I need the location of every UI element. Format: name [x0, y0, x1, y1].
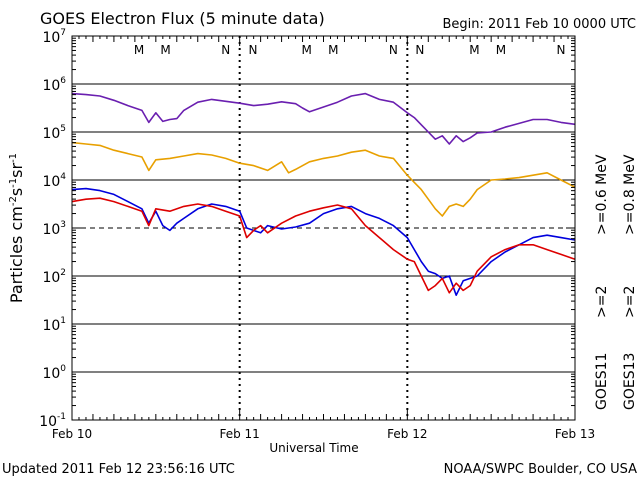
event-marker: M	[134, 43, 144, 57]
legend-goes13: GOES13	[622, 353, 638, 410]
event-marker: N	[415, 43, 424, 57]
legend-goes11: GOES11	[594, 353, 610, 410]
y-tick-label: 104	[42, 172, 66, 190]
y-tick-label: 10-1	[39, 412, 66, 430]
event-marker: N	[557, 43, 566, 57]
series-line	[71, 197, 576, 294]
event-marker: N	[389, 43, 398, 57]
day-boundary-lines	[238, 36, 409, 420]
y-tick-label: 102	[42, 268, 66, 286]
y-tick-label: 100	[42, 364, 66, 382]
x-axis-ticks: Feb 10 Feb 11 Feb 12 Feb 13	[52, 36, 595, 441]
event-marker: M	[328, 43, 338, 57]
legend-label-0p6mev: >=0.6 MeV	[594, 154, 610, 235]
data-series	[71, 92, 576, 297]
x-tick-label: Feb 10	[52, 427, 92, 441]
legend-label-0p8mev: >=0.8 MeV	[622, 154, 638, 235]
event-marker: N	[221, 43, 230, 57]
updated-timestamp: Updated 2011 Feb 12 23:56:16 UTC	[2, 462, 235, 477]
legend: >=0.8 MeV >=0.6 MeV >=2 >=2 GOES13 GOES11	[594, 154, 638, 410]
x-tick-label: Feb 11	[219, 427, 259, 441]
event-marker: M	[496, 43, 506, 57]
y-axis-label-text: Particles cm-2s-1sr-1	[7, 153, 26, 303]
x-tick-label: Feb 13	[555, 427, 595, 441]
begin-date: Begin: 2011 Feb 10 0000 UTC	[442, 17, 636, 32]
y-axis-label: Particles cm-2s-1sr-1	[7, 153, 26, 303]
x-tick-label: Feb 12	[387, 427, 427, 441]
event-marker: M	[469, 43, 479, 57]
y-tick-label: 105	[42, 124, 66, 142]
x-axis-label: Universal Time	[269, 441, 358, 455]
y-tick-label: 107	[42, 28, 66, 46]
event-marker: N	[248, 43, 257, 57]
series-line	[71, 187, 576, 297]
legend-label-2mev-goes11: >=2	[594, 286, 610, 318]
chart-title: GOES Electron Flux (5 minute data)	[40, 9, 325, 28]
series-line	[71, 141, 576, 217]
y-tick-label: 103	[42, 220, 66, 238]
event-marker: M	[160, 43, 170, 57]
y-axis-ticks: 107 106 105 104 103 102 101 100 10-1	[39, 28, 575, 430]
event-marker: M	[302, 43, 312, 57]
credit-text: NOAA/SWPC Boulder, CO USA	[444, 462, 637, 477]
y-tick-label: 101	[42, 316, 66, 334]
y-tick-label: 106	[42, 76, 66, 94]
gridlines	[72, 83, 575, 373]
series-line	[71, 92, 576, 145]
legend-label-2mev-goes13: >=2	[622, 286, 638, 318]
